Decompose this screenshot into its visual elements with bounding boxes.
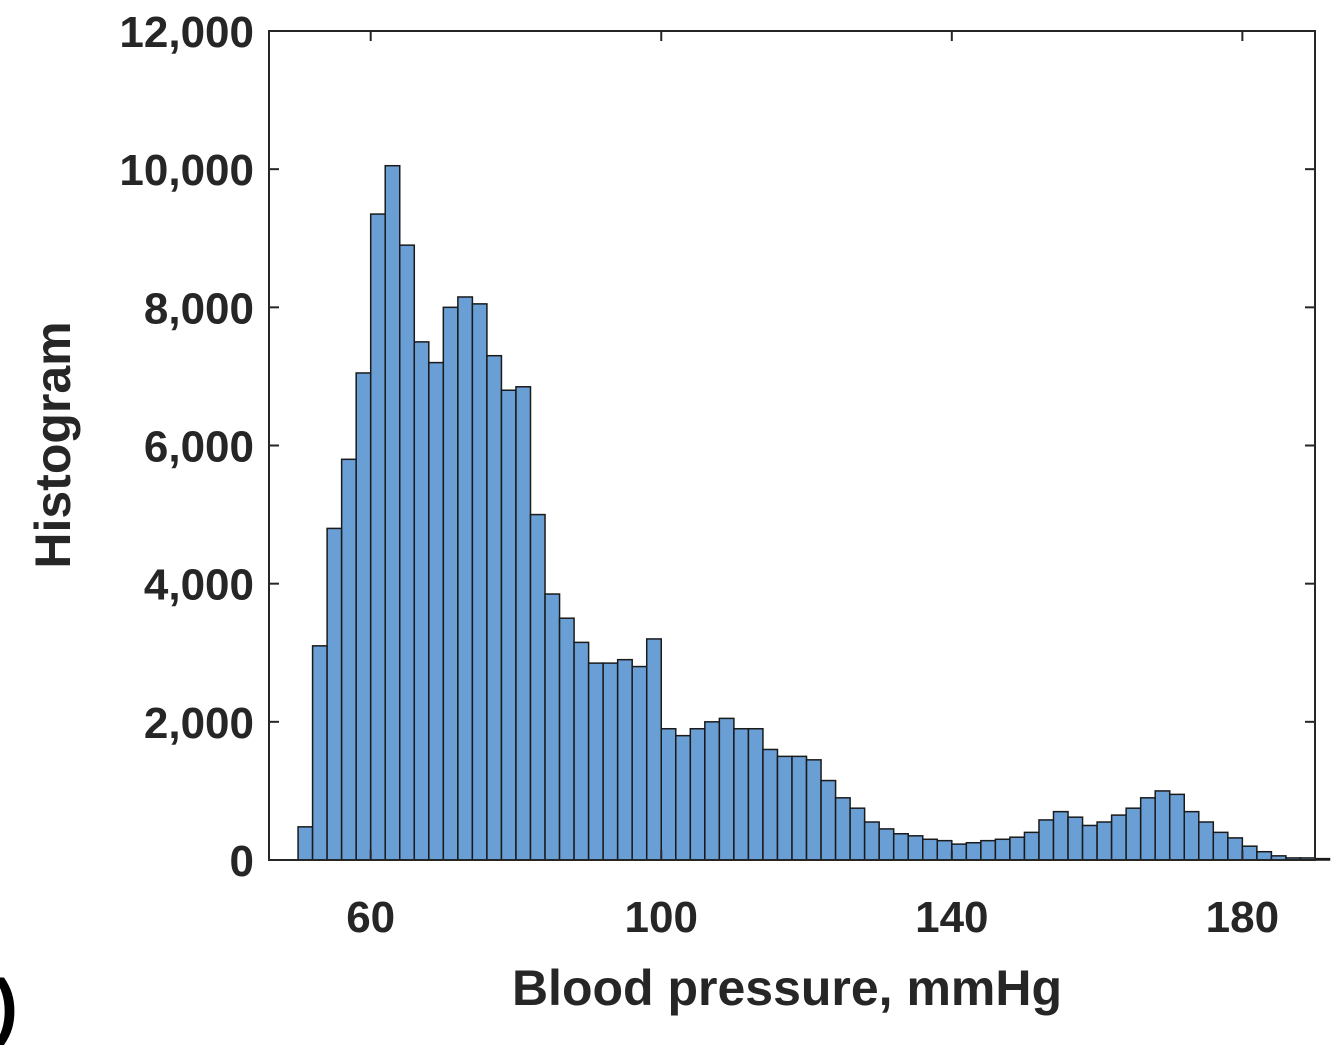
histogram-bar: [1125, 807, 1142, 861]
histogram-bar: [297, 826, 314, 861]
histogram-bar: [733, 727, 750, 861]
histogram-bar: [762, 748, 779, 861]
histogram-bar: [1212, 831, 1229, 861]
histogram-bar: [776, 755, 793, 861]
histogram-bar: [689, 727, 706, 861]
histogram-bar: [616, 658, 633, 861]
histogram-bar: [413, 341, 430, 861]
histogram-bar: [1096, 821, 1113, 861]
x-tick-label: 140: [915, 893, 988, 942]
histogram-bar: [399, 244, 416, 861]
histogram-bar: [1038, 819, 1055, 861]
histogram-bar: [428, 361, 445, 861]
y-tick-label: 12,000: [119, 8, 254, 57]
y-axis-label: Histogram: [25, 321, 81, 568]
histogram-bar: [675, 734, 692, 861]
histogram-bar: [791, 755, 808, 861]
panel-letter: ): [0, 966, 18, 1046]
y-tick-label: 4,000: [144, 561, 254, 610]
histogram-bar: [1256, 850, 1273, 861]
histogram-bar: [311, 645, 328, 861]
y-tick-label: 0: [230, 837, 254, 886]
histogram-bar: [529, 513, 546, 861]
histogram-bar: [340, 458, 357, 861]
histogram-bar: [1314, 857, 1331, 861]
x-tick-label: 180: [1206, 893, 1279, 942]
histogram-bar: [515, 386, 532, 861]
histogram-bar: [1110, 814, 1127, 861]
histogram-bar: [747, 727, 764, 861]
histogram-bar: [834, 797, 851, 861]
x-axis-label: Blood pressure, mmHg: [512, 960, 1062, 1016]
y-tick-label: 6,000: [144, 423, 254, 472]
bars-group: [297, 164, 1331, 861]
histogram-bar: [1139, 797, 1156, 861]
histogram-bar: [922, 838, 939, 861]
y-axis-ticks: 0 2,000 4,000 6,000 8,000 10,000 12,000: [119, 8, 1315, 886]
histogram-bar: [1009, 836, 1026, 861]
histogram-bar: [631, 665, 648, 861]
y-tick-label: 2,000: [144, 699, 254, 748]
histogram-bar: [1154, 790, 1171, 861]
histogram-bar: [500, 389, 517, 861]
histogram-bar: [820, 779, 837, 861]
histogram-bar: [326, 527, 343, 861]
x-tick-label: 100: [625, 893, 698, 942]
histogram-bar: [863, 821, 880, 861]
histogram-bar: [645, 638, 663, 861]
x-tick-label: 60: [346, 893, 395, 942]
histogram-bar: [544, 593, 561, 861]
histogram-bar: [1198, 821, 1215, 861]
histogram-bar: [878, 828, 895, 861]
histogram-bar: [1227, 837, 1244, 861]
histogram-bar: [486, 354, 503, 861]
histogram-bar: [805, 759, 822, 861]
histogram-bar: [907, 835, 924, 861]
histogram-bar: [369, 213, 386, 861]
histogram-bar: [965, 841, 982, 861]
histogram-bar: [558, 617, 575, 861]
histogram-bar: [1183, 810, 1200, 861]
histogram-bar: [587, 662, 604, 861]
histogram-bar: [602, 662, 619, 861]
y-tick-label: 10,000: [119, 146, 254, 195]
x-axis-ticks: 60 100 140 180: [346, 31, 1279, 942]
histogram-bar: [1067, 816, 1084, 861]
histogram-bar: [936, 839, 953, 861]
histogram-bar: [1241, 845, 1258, 861]
histogram-bar: [718, 717, 735, 861]
histogram-bar: [442, 306, 459, 861]
histogram-bar: [384, 164, 401, 861]
y-tick-label: 8,000: [144, 284, 254, 333]
histogram-bar: [457, 296, 474, 861]
histogram-bar: [994, 838, 1011, 861]
histogram-bar: [355, 372, 372, 861]
histogram-bar: [980, 839, 997, 861]
histogram-bar: [471, 303, 488, 861]
histogram-bar: [573, 641, 590, 861]
histogram-bar: [704, 721, 721, 861]
histogram-bar: [660, 727, 677, 861]
histogram-bar: [1052, 810, 1069, 861]
histogram-bar: [849, 807, 866, 861]
histogram-bar: [1023, 831, 1040, 861]
histogram-bar: [1168, 793, 1185, 861]
histogram-bar: [1081, 824, 1098, 861]
histogram-bar: [951, 843, 968, 861]
histogram-bar: [892, 832, 909, 861]
